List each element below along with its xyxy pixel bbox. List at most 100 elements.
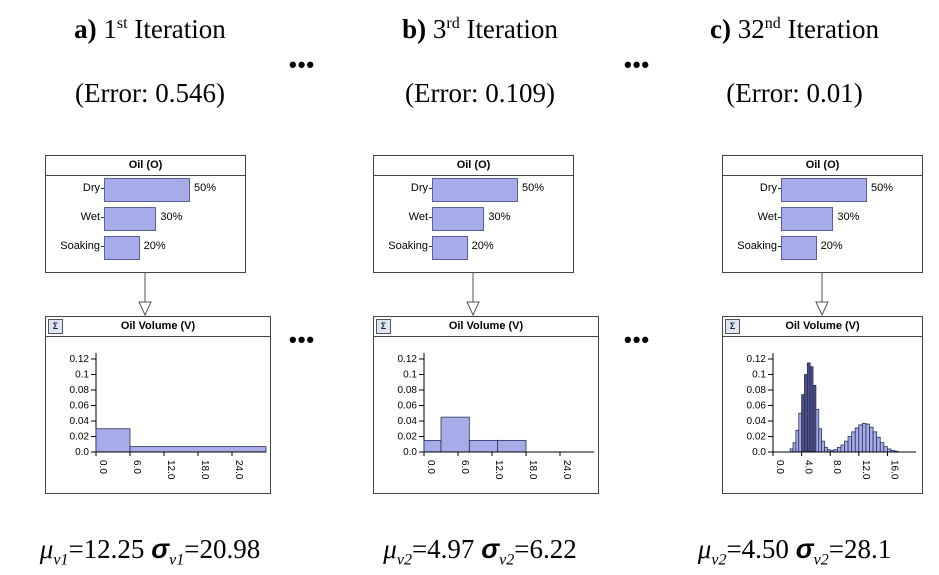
histogram-bar <box>129 446 267 453</box>
x-tick-label: 0.0 <box>97 460 108 474</box>
volume-node-title: Σ Oil Volume (V) <box>46 317 270 337</box>
oil-state-label: Wet <box>757 211 777 223</box>
iteration-number: 32 <box>737 14 765 44</box>
oil-state-label: Dry <box>759 182 777 194</box>
oil-state-tick <box>429 217 432 218</box>
histogram-bar <box>844 440 849 453</box>
stats-line: μv1=12.25 σv1=20.98 <box>0 534 300 569</box>
oil-node[interactable]: Oil (O) Dry 50% Wet 30% Soaking 20% <box>722 155 923 273</box>
oil-state-tick <box>101 217 104 218</box>
histogram-bar <box>876 436 881 453</box>
histogram-bar <box>821 440 825 453</box>
x-tick-label: 4.0 <box>803 460 814 474</box>
oil-state-label: Dry <box>82 182 100 194</box>
x-tick-label: 18.0 <box>527 460 538 480</box>
oil-node-title: Oil (O) <box>46 156 245 176</box>
histogram-bar <box>792 442 797 453</box>
oil-state-label: Soaking <box>388 240 428 252</box>
sigma-icon[interactable]: Σ <box>725 319 740 334</box>
mu-symbol: μ <box>39 534 54 564</box>
histogram-bar <box>497 439 527 453</box>
y-tick-label: 0.1 <box>403 370 417 381</box>
iteration-number: 3 <box>432 14 447 44</box>
iteration-number: 1 <box>103 14 117 44</box>
panel-heading: b) 3rd Iteration <box>330 14 630 45</box>
y-tick-label: 0.0 <box>752 447 766 458</box>
error-label: (Error: 0.109) <box>405 78 555 108</box>
histogram-bar <box>423 439 442 453</box>
mu-subscript: v2 <box>396 551 412 569</box>
y-tick-label: 0.08 <box>70 385 90 396</box>
y-tick-label: 0.08 <box>398 385 418 396</box>
oil-state-row: Soaking 20% <box>374 234 573 260</box>
oil-state-row: Soaking 20% <box>723 234 922 260</box>
oil-state-tick <box>101 188 104 189</box>
oil-state-percent: 50% <box>871 182 894 194</box>
y-tick-label: 0.04 <box>70 416 90 427</box>
oil-state-row: Dry 50% <box>374 176 573 202</box>
histogram: 0.12 0.1 0.08 0.06 0.04 0.02 0.0 0.0 6.0 12.0 18.0… <box>398 353 594 480</box>
oil-state-bar <box>104 178 190 202</box>
oil-state-percent: 30% <box>837 211 860 223</box>
oil-node[interactable]: Oil (O) Dry 50% Wet 30% Soaking 20% <box>373 155 574 273</box>
mu-value: =4.50 <box>726 534 789 564</box>
panel-letter: a) <box>74 14 97 44</box>
ellipsis-top-2: ••• <box>624 52 651 77</box>
sigma-icon[interactable]: Σ <box>48 319 63 334</box>
sigma-icon[interactable]: Σ <box>376 319 391 334</box>
panel-heading: a) 1st Iteration <box>0 14 300 45</box>
volume-node[interactable]: Σ Oil Volume (V) 0.12 0.1 0.08 0.06 0.04 0.02… <box>722 316 923 494</box>
mu-symbol: μ <box>697 534 712 564</box>
y-tick-label: 0.04 <box>747 416 767 427</box>
x-tick-label: 12.0 <box>493 460 504 480</box>
oil-state-tick <box>101 246 104 247</box>
histogram-bar <box>812 384 817 453</box>
histogram-bar <box>815 408 820 453</box>
histogram-bar <box>836 446 842 453</box>
x-tick-label: 12.0 <box>860 460 871 480</box>
histogram-bar <box>869 426 874 453</box>
histogram-bar <box>801 394 805 453</box>
panel-heading: c) 32nd Iteration <box>650 14 939 45</box>
histogram-bar <box>818 428 823 453</box>
y-tick-label: 0.04 <box>398 416 418 427</box>
y-tick-label: 0.0 <box>75 447 89 458</box>
histogram-bar <box>858 424 863 453</box>
oil-state-bar <box>104 236 140 260</box>
mu-value: =12.25 <box>68 534 145 564</box>
histogram-bar <box>847 436 853 453</box>
volume-node[interactable]: Σ Oil Volume (V) 0.12 0.1 0.08 0.06 0.04 0.02… <box>45 316 271 494</box>
oil-state-label: Wet <box>408 211 428 223</box>
histogram-bar <box>854 427 860 453</box>
y-tick-label: 0.12 <box>747 354 767 365</box>
mu-subscript: v2 <box>711 551 727 569</box>
sigma-symbol: σ <box>795 534 814 564</box>
sigma-subscript: v2 <box>813 551 829 569</box>
y-tick-label: 0.12 <box>398 354 418 365</box>
oil-state-bar <box>432 178 518 202</box>
oil-state-bar <box>781 236 817 260</box>
x-tick-label: 24.0 <box>561 460 572 480</box>
histogram-bar <box>468 439 499 453</box>
oil-state-row: Soaking 20% <box>46 234 245 260</box>
iteration-ordinal: nd <box>764 15 781 32</box>
x-tick-label: 12.0 <box>165 460 176 480</box>
sigma-value: =20.98 <box>184 534 261 564</box>
oil-node-title: Oil (O) <box>723 156 922 176</box>
oil-state-bar <box>432 236 468 260</box>
oil-state-percent: 30% <box>488 211 511 223</box>
oil-state-tick <box>778 188 781 189</box>
histogram-bar <box>851 431 856 453</box>
oil-node[interactable]: Oil (O) Dry 50% Wet 30% Soaking 20% <box>45 155 246 273</box>
oil-state-percent: 30% <box>160 211 183 223</box>
histogram-bar <box>879 442 885 453</box>
volume-node[interactable]: Σ Oil Volume (V) 0.12 0.1 0.08 0.06 0.04 0.02… <box>373 316 599 494</box>
x-tick-label: 16.0 <box>888 460 899 480</box>
panel-c: c) 32nd Iteration (Error: 0.01) Oil (O) … <box>650 0 939 575</box>
x-tick-label: 8.0 <box>831 460 842 474</box>
sigma-symbol: σ <box>151 534 170 564</box>
oil-state-tick <box>778 246 781 247</box>
oil-state-row: Dry 50% <box>46 176 245 202</box>
oil-state-bar <box>781 207 834 231</box>
histogram-bar <box>798 412 802 453</box>
